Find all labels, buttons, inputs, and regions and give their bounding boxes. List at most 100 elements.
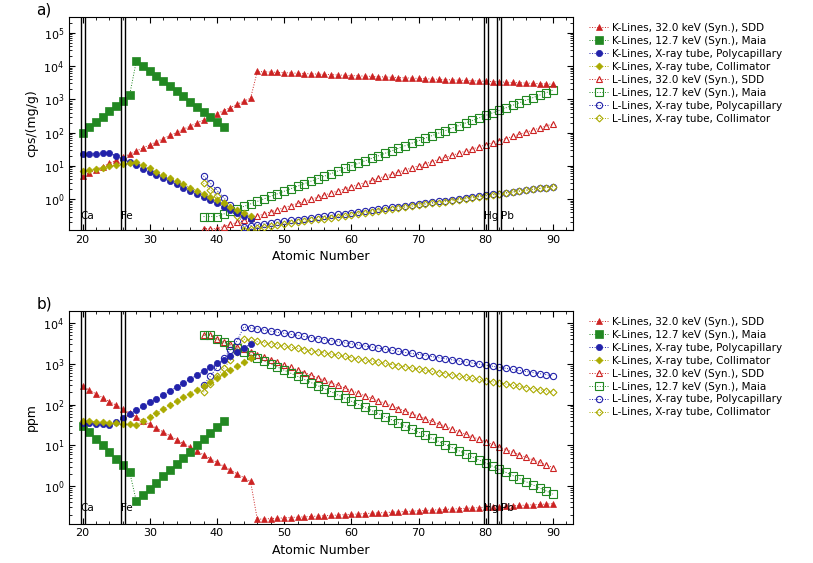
K-Lines, X-ray tube, Collimator <box>165 175 175 181</box>
K-Lines, 12.7 keV (Syn.), Maia <box>219 417 228 424</box>
K-Lines, 12.7 keV (Syn.), Maia <box>138 62 148 69</box>
L-Lines, 32.0 keV (Syn.), SDD <box>293 200 302 207</box>
K-Lines, 12.7 keV (Syn.), Maia <box>138 491 148 498</box>
K-Lines, X-ray tube, Collimator <box>118 421 128 427</box>
Line: K-Lines, 12.7 keV (Syn.), Maia: K-Lines, 12.7 keV (Syn.), Maia <box>79 57 228 136</box>
L-Lines, 32.0 keV (Syn.), SDD <box>198 332 208 338</box>
K-Lines, X-ray tube, Polycapillary <box>105 421 115 428</box>
K-Lines, X-ray tube, Polycapillary <box>105 149 115 156</box>
K-Lines, 12.7 keV (Syn.), Maia <box>212 423 222 430</box>
K-Lines, X-ray tube, Polycapillary <box>165 387 175 394</box>
L-Lines, X-ray tube, Polycapillary <box>474 361 484 368</box>
K-Lines, X-ray tube, Polycapillary <box>85 151 94 158</box>
K-Lines, X-ray tube, Polycapillary <box>132 162 141 169</box>
K-Lines, 12.7 keV (Syn.), Maia <box>185 98 195 105</box>
L-Lines, 32.0 keV (Syn.), SDD <box>407 164 417 171</box>
K-Lines, X-ray tube, Polycapillary <box>206 197 215 204</box>
K-Lines, X-ray tube, Polycapillary <box>145 168 154 175</box>
K-Lines, X-ray tube, Polycapillary <box>192 191 202 198</box>
K-Lines, 32.0 keV (Syn.), SDD <box>528 80 537 87</box>
K-Lines, X-ray tube, Polycapillary <box>78 151 88 158</box>
K-Lines, 12.7 keV (Syn.), Maia <box>165 467 175 473</box>
K-Lines, X-ray tube, Collimator <box>111 420 121 427</box>
L-Lines, X-ray tube, Polycapillary <box>515 367 524 374</box>
K-Lines, X-ray tube, Polycapillary <box>98 421 107 427</box>
L-Lines, X-ray tube, Polycapillary <box>407 350 417 357</box>
L-Lines, X-ray tube, Collimator <box>427 368 437 375</box>
K-Lines, X-ray tube, Collimator <box>172 178 181 185</box>
K-Lines, 32.0 keV (Syn.), SDD <box>252 68 262 75</box>
L-Lines, 12.7 keV (Syn.), Maia <box>407 426 417 432</box>
L-Lines, X-ray tube, Collimator <box>299 346 309 353</box>
K-Lines, 32.0 keV (Syn.), SDD <box>212 459 222 466</box>
K-Lines, X-ray tube, Polycapillary <box>219 356 228 363</box>
K-Lines, 12.7 keV (Syn.), Maia <box>124 468 134 475</box>
Text: Hg: Hg <box>484 503 498 513</box>
K-Lines, X-ray tube, Polycapillary <box>246 216 255 223</box>
K-Lines, X-ray tube, Collimator <box>192 386 202 393</box>
K-Lines, X-ray tube, Collimator <box>98 164 107 171</box>
K-Lines, 12.7 keV (Syn.), Maia <box>172 88 181 95</box>
K-Lines, X-ray tube, Collimator <box>225 203 235 210</box>
L-Lines, X-ray tube, Polycapillary <box>414 200 424 207</box>
K-Lines, 12.7 keV (Syn.), Maia <box>78 422 88 429</box>
K-Lines, X-ray tube, Collimator <box>212 197 222 204</box>
Text: Fe: Fe <box>121 211 133 221</box>
K-Lines, 12.7 keV (Syn.), Maia <box>192 442 202 449</box>
K-Lines, 12.7 keV (Syn.), Maia <box>212 118 222 125</box>
K-Lines, X-ray tube, Polycapillary <box>165 178 175 185</box>
Line: L-Lines, X-ray tube, Polycapillary: L-Lines, X-ray tube, Polycapillary <box>200 173 556 230</box>
Y-axis label: ppm: ppm <box>25 403 38 431</box>
Line: K-Lines, X-ray tube, Polycapillary: K-Lines, X-ray tube, Polycapillary <box>80 341 254 428</box>
L-Lines, 32.0 keV (Syn.), SDD <box>420 415 430 422</box>
K-Lines, 32.0 keV (Syn.), SDD <box>313 71 323 78</box>
K-Lines, 12.7 keV (Syn.), Maia <box>118 97 128 104</box>
K-Lines, X-ray tube, Collimator <box>179 394 189 401</box>
K-Lines, X-ray tube, Polycapillary <box>91 421 101 427</box>
K-Lines, 32.0 keV (Syn.), SDD <box>528 502 537 508</box>
Line: L-Lines, X-ray tube, Collimator: L-Lines, X-ray tube, Collimator <box>201 337 555 395</box>
K-Lines, 12.7 keV (Syn.), Maia <box>145 485 154 492</box>
K-Lines, X-ray tube, Polycapillary <box>192 372 202 378</box>
L-Lines, X-ray tube, Collimator <box>427 200 437 207</box>
K-Lines, 12.7 keV (Syn.), Maia <box>105 449 115 455</box>
L-Lines, X-ray tube, Collimator <box>198 389 208 396</box>
K-Lines, X-ray tube, Polycapillary <box>233 209 242 216</box>
K-Lines, X-ray tube, Collimator <box>118 160 128 167</box>
K-Lines, X-ray tube, Polycapillary <box>124 411 134 418</box>
L-Lines, 12.7 keV (Syn.), Maia <box>198 213 208 220</box>
K-Lines, X-ray tube, Polycapillary <box>132 407 141 414</box>
Line: L-Lines, 32.0 keV (Syn.), SDD: L-Lines, 32.0 keV (Syn.), SDD <box>200 332 556 471</box>
L-Lines, 12.7 keV (Syn.), Maia <box>407 140 417 146</box>
K-Lines, 12.7 keV (Syn.), Maia <box>91 119 101 126</box>
L-Lines, 12.7 keV (Syn.), Maia <box>198 332 208 338</box>
K-Lines, X-ray tube, Polycapillary <box>138 403 148 410</box>
K-Lines, X-ray tube, Collimator <box>132 422 141 428</box>
K-Lines, X-ray tube, Collimator <box>105 163 115 170</box>
K-Lines, X-ray tube, Collimator <box>78 168 88 175</box>
Line: K-Lines, 12.7 keV (Syn.), Maia: K-Lines, 12.7 keV (Syn.), Maia <box>79 417 228 505</box>
X-axis label: Atomic Number: Atomic Number <box>272 544 370 557</box>
L-Lines, X-ray tube, Collimator <box>239 336 249 342</box>
K-Lines, 12.7 keV (Syn.), Maia <box>206 430 215 436</box>
K-Lines, X-ray tube, Collimator <box>246 213 255 220</box>
L-Lines, X-ray tube, Collimator <box>198 180 208 187</box>
K-Lines, X-ray tube, Collimator <box>185 390 195 397</box>
Line: L-Lines, 12.7 keV (Syn.), Maia: L-Lines, 12.7 keV (Syn.), Maia <box>200 86 557 220</box>
X-axis label: Atomic Number: Atomic Number <box>272 250 370 263</box>
K-Lines, X-ray tube, Polycapillary <box>246 341 255 347</box>
K-Lines, X-ray tube, Collimator <box>219 200 228 207</box>
K-Lines, X-ray tube, Polycapillary <box>239 213 249 220</box>
K-Lines, X-ray tube, Collimator <box>206 378 215 385</box>
K-Lines, 12.7 keV (Syn.), Maia <box>159 473 168 480</box>
K-Lines, X-ray tube, Polycapillary <box>212 200 222 207</box>
K-Lines, X-ray tube, Collimator <box>225 367 235 373</box>
L-Lines, 12.7 keV (Syn.), Maia <box>508 102 518 109</box>
Text: b): b) <box>37 297 52 311</box>
K-Lines, X-ray tube, Polycapillary <box>239 345 249 351</box>
K-Lines, 32.0 keV (Syn.), SDD <box>548 501 558 507</box>
K-Lines, 32.0 keV (Syn.), SDD <box>367 510 376 517</box>
L-Lines, 12.7 keV (Syn.), Maia <box>508 472 518 479</box>
L-Lines, 32.0 keV (Syn.), SDD <box>548 464 558 471</box>
K-Lines, X-ray tube, Collimator <box>91 418 101 425</box>
